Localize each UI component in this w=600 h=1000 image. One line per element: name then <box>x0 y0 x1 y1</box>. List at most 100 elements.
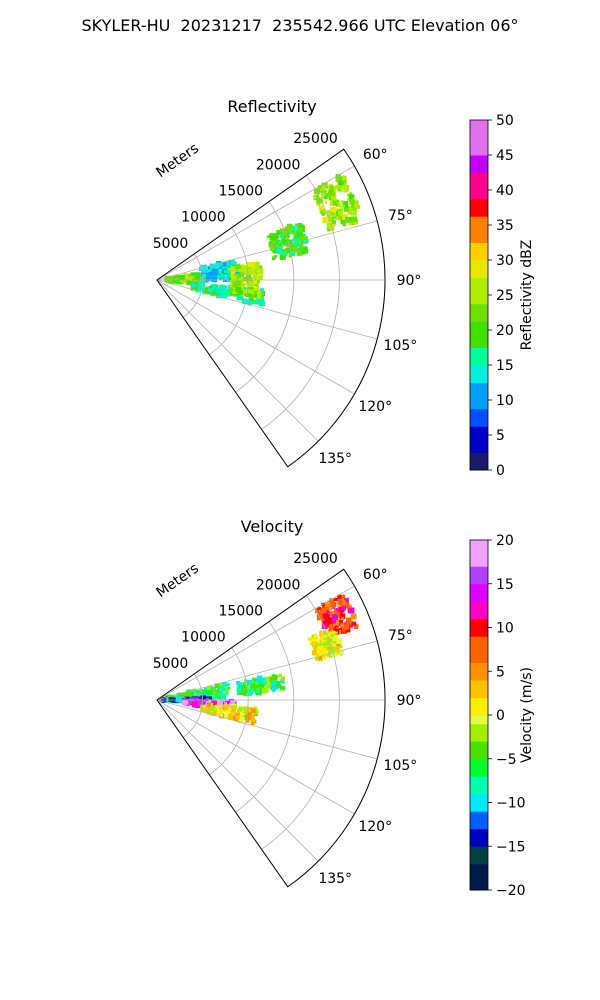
velocity-echo-cell <box>320 648 327 654</box>
reflectivity-echo-cell <box>246 262 252 268</box>
reflectivity-echo-cell <box>326 210 331 215</box>
velocity-range-ring <box>209 647 249 776</box>
reflectivity-colorbar-segment <box>470 190 488 200</box>
velocity-colorbar-segment <box>470 557 488 567</box>
reflectivity-echo-cell <box>303 250 306 254</box>
reflectivity-azimuth-spoke <box>156 220 378 281</box>
reflectivity-echo-cell <box>328 197 333 201</box>
velocity-echo-cell <box>206 702 212 707</box>
velocity-colorbar-segment <box>470 662 488 672</box>
velocity-echo-cell <box>266 682 271 688</box>
reflectivity-colorbar-tick-label: 30 <box>496 253 514 269</box>
reflectivity-echo-cell <box>204 289 209 294</box>
reflectivity-echo-cell <box>247 268 254 274</box>
reflectivity-echo-cell <box>194 285 198 290</box>
velocity-echo-cell <box>239 711 244 716</box>
velocity-echo-cell <box>319 637 322 640</box>
reflectivity-echo-cell <box>232 291 236 294</box>
velocity-echo-cell <box>314 644 318 648</box>
velocity-echo-cell <box>342 622 347 626</box>
reflectivity-echo-cell <box>316 197 322 204</box>
reflectivity-echo-cell <box>271 256 276 261</box>
velocity-echo-cell <box>327 640 331 645</box>
velocity-echo-cell <box>324 616 328 620</box>
velocity-echo-cell <box>204 707 209 712</box>
reflectivity-echo-cell <box>323 211 328 215</box>
velocity-echo-cell <box>313 634 318 640</box>
velocity-echo-cell <box>198 701 204 707</box>
reflectivity-echo-cell <box>202 267 209 273</box>
reflectivity-echo-cell <box>335 178 340 182</box>
velocity-echo-cell <box>322 608 327 613</box>
reflectivity-echo-cell <box>330 212 334 215</box>
velocity-colorbar-segment <box>470 732 488 742</box>
velocity-echo-cell <box>324 605 329 611</box>
reflectivity-echo-cell <box>289 245 293 249</box>
velocity-echo-cell <box>262 687 268 694</box>
reflectivity-echo-cell <box>348 194 354 200</box>
velocity-echo-cell <box>188 691 194 697</box>
velocity-echo-cell <box>345 621 350 626</box>
reflectivity-echo-cell <box>195 286 201 293</box>
velocity-colorbar-segment <box>470 688 488 698</box>
velocity-echo-cell <box>214 683 220 689</box>
velocity-colorbar-segment <box>470 548 488 558</box>
velocity-echo-cell <box>251 684 258 691</box>
velocity-echo-cell <box>239 707 245 713</box>
velocity-echo-cell <box>258 682 262 685</box>
velocity-radial-tick-label: 15000 <box>219 604 264 620</box>
reflectivity-echo-cell <box>323 196 327 199</box>
reflectivity-echo-cell <box>327 227 331 232</box>
reflectivity-echo-cell <box>313 195 317 199</box>
velocity-echo-cell <box>238 688 245 694</box>
reflectivity-echo-cell <box>183 274 188 279</box>
reflectivity-echo-cell <box>331 195 337 201</box>
velocity-echo-cell <box>317 645 323 652</box>
velocity-colorbar-segment <box>470 610 488 620</box>
reflectivity-echo-cell <box>254 264 260 270</box>
velocity-echo-cell <box>256 686 259 689</box>
reflectivity-echo-cell <box>293 247 299 253</box>
figure-title: SKYLER-HU 20231217 235542.966 UTC Elevat… <box>81 16 519 35</box>
reflectivity-colorbar-segment <box>470 452 488 462</box>
reflectivity-echo-cell <box>302 229 305 233</box>
velocity-echo-cell <box>272 688 276 693</box>
reflectivity-colorbar-segment <box>470 233 488 243</box>
reflectivity-echo-cell <box>277 240 282 245</box>
reflectivity-echo-cell <box>302 246 308 253</box>
reflectivity-colorbar-segment <box>470 312 488 322</box>
reflectivity-echo-cell <box>205 286 209 290</box>
reflectivity-azimuth-tick-label: 60° <box>363 147 388 163</box>
reflectivity-title: Reflectivity <box>227 97 316 116</box>
velocity-echo-cell <box>278 673 282 678</box>
reflectivity-range-ring <box>235 201 295 393</box>
velocity-azimuth-tick-label: 135° <box>318 871 352 887</box>
velocity-echo-cell <box>256 690 260 693</box>
reflectivity-echo-cell <box>205 276 211 281</box>
reflectivity-echo-cell <box>290 225 296 231</box>
velocity-colorbar-segment <box>470 785 488 795</box>
reflectivity-echo-cell <box>230 289 234 293</box>
velocity-echo-cell <box>270 675 273 678</box>
velocity-echo-cell <box>271 680 274 683</box>
reflectivity-echo-cell <box>212 265 219 272</box>
velocity-echo-cell <box>331 619 337 624</box>
reflectivity-echo-cell <box>336 211 339 214</box>
reflectivity-echo-cell <box>356 205 361 209</box>
velocity-echo-cell <box>325 650 329 654</box>
reflectivity-echo-cell <box>240 296 244 301</box>
velocity-echo-cell <box>185 690 191 696</box>
reflectivity-echo-cell <box>292 246 296 250</box>
velocity-echo-cell <box>325 611 329 615</box>
velocity-echo-cell <box>337 605 341 610</box>
reflectivity-echo-cell <box>284 226 291 233</box>
reflectivity-colorbar-segment <box>470 268 488 278</box>
velocity-echo-cell <box>217 692 222 698</box>
reflectivity-echo-cell <box>292 231 296 235</box>
reflectivity-colorbar-segment <box>470 155 488 165</box>
velocity-azimuth-tick-label: 90° <box>397 693 422 709</box>
velocity-echo-cell <box>339 613 346 619</box>
velocity-echo-cell <box>324 635 331 642</box>
velocity-azimuth-spoke <box>156 585 355 701</box>
velocity-colorbar-segment <box>470 601 488 611</box>
